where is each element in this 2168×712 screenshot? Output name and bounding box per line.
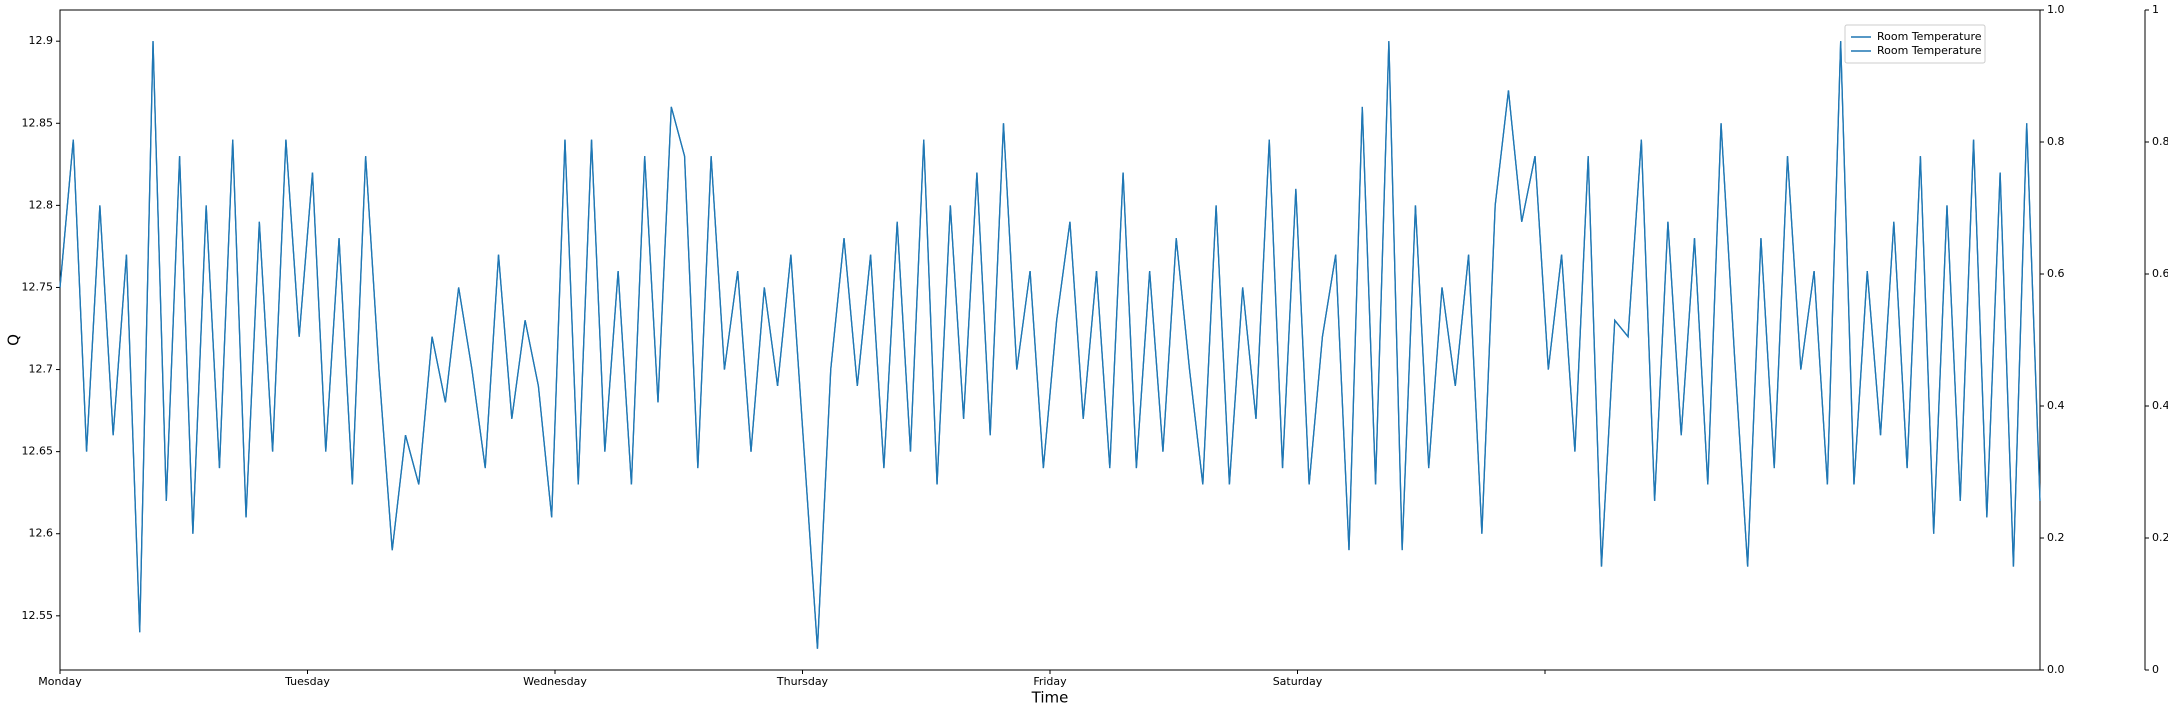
legend-label: Room Temperature <box>1877 44 1982 57</box>
plot-frame <box>59 9 2041 671</box>
y-axis-label: Q <box>5 334 23 346</box>
y-right-tick-label: 0 <box>2152 663 2159 676</box>
legend-label: Room Temperature <box>1877 30 1982 43</box>
x-tick-label: Thursday <box>776 675 829 688</box>
y-right-tick-label: 0.4 <box>2047 399 2065 412</box>
y-right-tick-label: 0.8 <box>2047 135 2065 148</box>
x-tick-label: Wednesday <box>523 675 587 688</box>
data-line <box>59 41 2041 649</box>
y-tick-label: 12.6 <box>29 527 54 540</box>
y-tick-label: 12.8 <box>29 198 54 211</box>
data-line <box>59 41 2041 649</box>
y-right-tick-label: 0.8 <box>2152 135 2168 148</box>
y-tick-label: 12.65 <box>22 445 54 458</box>
x-tick-label: Monday <box>38 675 82 688</box>
x-tick-label: Friday <box>1033 675 1067 688</box>
y-right-tick-label: 1 <box>2152 3 2159 16</box>
y-right-tick-label: 1.0 <box>2047 3 2065 16</box>
y-right-tick-label: 0.6 <box>2152 267 2168 280</box>
y-right-tick-label: 0.4 <box>2152 399 2168 412</box>
y-tick-label: 12.55 <box>22 609 54 622</box>
y-right-tick-label: 0.2 <box>2152 531 2168 544</box>
x-tick-label: Saturday <box>1273 675 1323 688</box>
y-right-tick-label: 0.6 <box>2047 267 2065 280</box>
y-tick-label: 12.75 <box>22 280 54 293</box>
y-right-tick-label: 0.0 <box>2047 663 2065 676</box>
x-axis-label: Time <box>1031 689 1069 707</box>
y-tick-label: 12.85 <box>22 116 54 129</box>
legend-box <box>1844 24 1986 64</box>
y-right-tick-label: 0.2 <box>2047 531 2065 544</box>
x-tick-label: Tuesday <box>284 675 330 688</box>
y-tick-label: 12.9 <box>29 34 54 47</box>
y-tick-label: 12.7 <box>29 363 54 376</box>
